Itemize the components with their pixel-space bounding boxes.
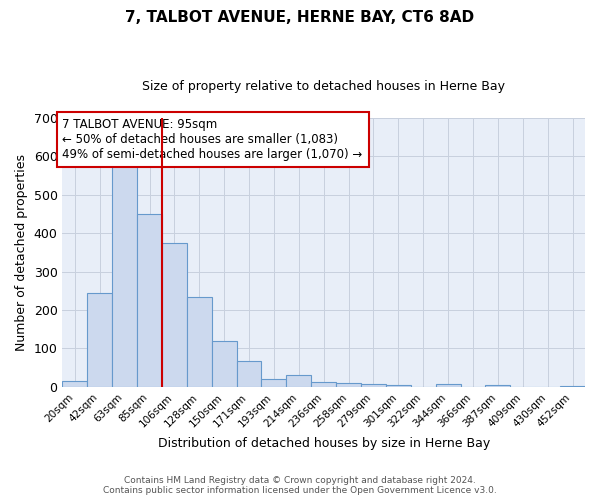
Bar [336,383,361,387]
Bar [485,385,511,387]
Text: 7 TALBOT AVENUE: 95sqm
← 50% of detached houses are smaller (1,083)
49% of semi-: 7 TALBOT AVENUE: 95sqm ← 50% of detached… [62,118,362,161]
Bar [560,386,585,387]
Bar [212,341,236,387]
Bar [162,242,187,387]
Bar [286,376,311,387]
X-axis label: Distribution of detached houses by size in Herne Bay: Distribution of detached houses by size … [158,437,490,450]
Bar [62,381,88,387]
Text: Contains HM Land Registry data © Crown copyright and database right 2024.
Contai: Contains HM Land Registry data © Crown c… [103,476,497,495]
Bar [311,382,336,387]
Bar [88,292,112,387]
Bar [262,380,286,387]
Bar [112,162,137,387]
Y-axis label: Number of detached properties: Number of detached properties [15,154,28,351]
Bar [436,384,461,387]
Bar [187,296,212,387]
Text: 7, TALBOT AVENUE, HERNE BAY, CT6 8AD: 7, TALBOT AVENUE, HERNE BAY, CT6 8AD [125,10,475,25]
Bar [137,214,162,387]
Title: Size of property relative to detached houses in Herne Bay: Size of property relative to detached ho… [142,80,505,93]
Bar [236,361,262,387]
Bar [361,384,386,387]
Bar [386,385,411,387]
